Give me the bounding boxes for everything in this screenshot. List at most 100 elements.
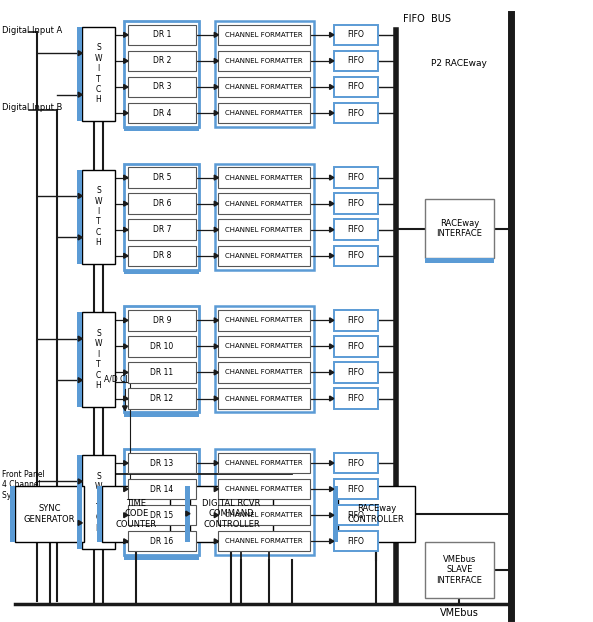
Polygon shape <box>330 32 334 37</box>
Bar <box>128 220 196 240</box>
Polygon shape <box>78 193 82 198</box>
Bar <box>425 258 493 262</box>
Bar <box>334 246 378 266</box>
Text: CHANNEL FORMATTER: CHANNEL FORMATTER <box>225 512 303 518</box>
Text: FIFO: FIFO <box>347 511 364 520</box>
Polygon shape <box>214 111 218 116</box>
Bar <box>334 103 378 123</box>
Polygon shape <box>124 370 128 375</box>
Bar <box>334 505 378 526</box>
Polygon shape <box>330 486 334 491</box>
Polygon shape <box>214 227 218 232</box>
Text: FIFO: FIFO <box>347 316 364 325</box>
Bar <box>77 170 82 264</box>
Polygon shape <box>78 521 82 526</box>
Bar <box>218 362 310 383</box>
Bar <box>218 388 310 409</box>
Text: Digital Input A: Digital Input A <box>2 26 62 35</box>
Text: 10 us
Clock: 10 us Clock <box>171 510 190 523</box>
Bar <box>218 103 310 123</box>
Polygon shape <box>214 344 218 349</box>
Polygon shape <box>214 318 218 323</box>
Text: RACEway
INTERFACE: RACEway INTERFACE <box>436 219 483 238</box>
Polygon shape <box>78 479 82 484</box>
Bar <box>128 362 196 383</box>
Polygon shape <box>214 201 218 206</box>
Text: CHANNEL FORMATTER: CHANNEL FORMATTER <box>225 317 303 323</box>
Bar <box>218 453 310 473</box>
Bar <box>128 77 196 97</box>
Bar <box>334 388 378 409</box>
Polygon shape <box>78 235 82 240</box>
Text: FIFO: FIFO <box>347 485 364 494</box>
Text: FIFO: FIFO <box>347 342 364 351</box>
Bar <box>425 542 493 598</box>
Text: DR 11: DR 11 <box>151 368 174 377</box>
Bar <box>334 479 378 499</box>
Polygon shape <box>214 513 218 518</box>
Text: DR 3: DR 3 <box>152 83 171 91</box>
Polygon shape <box>124 396 128 401</box>
Text: VMEbus
SLAVE
INTERFACE: VMEbus SLAVE INTERFACE <box>436 555 483 585</box>
Bar <box>334 362 378 383</box>
Polygon shape <box>124 539 128 544</box>
Text: FIFO: FIFO <box>347 225 364 234</box>
Bar <box>184 486 190 542</box>
Polygon shape <box>214 460 218 465</box>
Bar <box>218 193 310 214</box>
Text: CHANNEL FORMATTER: CHANNEL FORMATTER <box>225 460 303 466</box>
Bar <box>128 167 196 188</box>
Polygon shape <box>214 175 218 180</box>
Bar <box>82 455 115 549</box>
Text: CHANNEL FORMATTER: CHANNEL FORMATTER <box>225 396 303 402</box>
Text: DR 1: DR 1 <box>153 30 171 39</box>
Bar <box>334 50 378 71</box>
Text: CHANNEL FORMATTER: CHANNEL FORMATTER <box>225 84 303 90</box>
Bar <box>125 164 199 270</box>
Text: CHANNEL FORMATTER: CHANNEL FORMATTER <box>225 226 303 233</box>
Polygon shape <box>330 253 334 258</box>
Polygon shape <box>214 58 218 63</box>
Polygon shape <box>330 318 334 323</box>
Polygon shape <box>214 85 218 90</box>
Text: Digital Input B: Digital Input B <box>2 103 62 112</box>
Text: A/D Clock: A/D Clock <box>104 375 141 384</box>
Text: DR 7: DR 7 <box>152 225 171 234</box>
Bar <box>218 531 310 552</box>
Bar <box>128 479 196 499</box>
Polygon shape <box>330 227 334 232</box>
Text: FIFO: FIFO <box>347 83 364 91</box>
Bar <box>82 170 115 264</box>
Bar <box>77 312 82 407</box>
Text: FIFO: FIFO <box>347 394 364 403</box>
Text: FIFO: FIFO <box>347 30 364 39</box>
Text: CHANNEL FORMATTER: CHANNEL FORMATTER <box>225 32 303 38</box>
Polygon shape <box>330 539 334 544</box>
Polygon shape <box>330 85 334 90</box>
Text: FIFO: FIFO <box>347 537 364 545</box>
Text: CHANNEL FORMATTER: CHANNEL FORMATTER <box>225 110 303 116</box>
Text: FIFO  BUS: FIFO BUS <box>403 14 451 24</box>
Text: DR 10: DR 10 <box>150 342 174 351</box>
Bar <box>218 505 310 526</box>
Bar <box>10 486 15 542</box>
Polygon shape <box>330 175 334 180</box>
Text: DR 12: DR 12 <box>151 394 174 403</box>
Bar <box>128 505 196 526</box>
Polygon shape <box>330 58 334 63</box>
Bar <box>125 412 199 417</box>
Text: DR 6: DR 6 <box>152 199 171 208</box>
Polygon shape <box>214 32 218 37</box>
Bar <box>215 164 314 270</box>
Polygon shape <box>124 111 128 116</box>
Text: DR 16: DR 16 <box>150 537 174 545</box>
Polygon shape <box>330 370 334 375</box>
Text: RACEway
CONTROLLER: RACEway CONTROLLER <box>348 504 405 524</box>
Polygon shape <box>330 460 334 465</box>
Polygon shape <box>214 396 218 401</box>
Bar <box>218 336 310 356</box>
Polygon shape <box>330 201 334 206</box>
Bar <box>334 453 378 473</box>
Polygon shape <box>78 50 82 55</box>
Bar <box>77 455 82 549</box>
